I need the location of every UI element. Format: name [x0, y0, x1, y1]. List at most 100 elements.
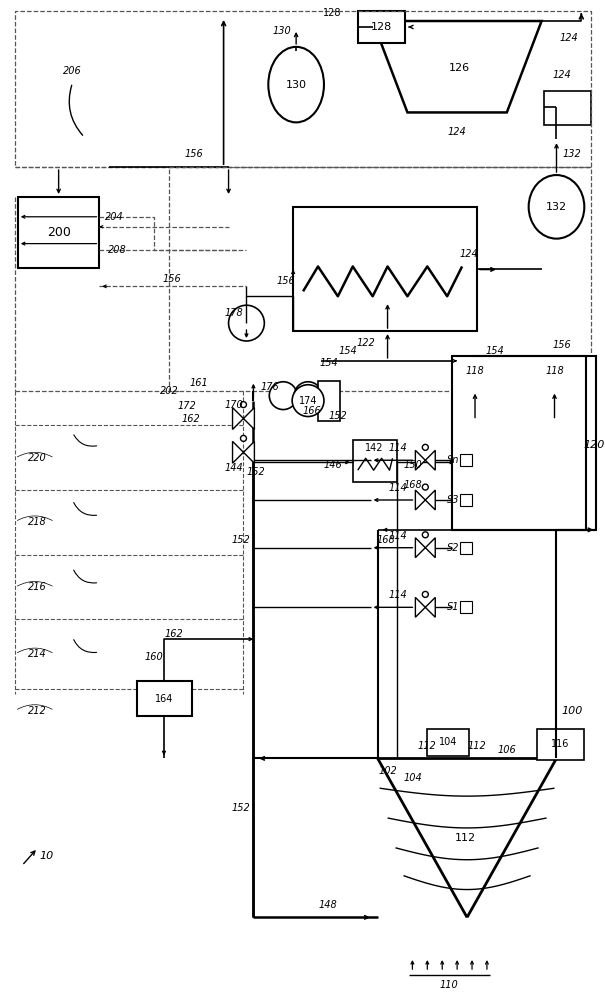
Text: 162: 162 — [182, 414, 200, 424]
Circle shape — [269, 382, 297, 410]
Text: 162: 162 — [165, 629, 183, 639]
Text: 174: 174 — [299, 396, 317, 406]
Bar — [460, 454, 472, 466]
Bar — [353, 440, 397, 482]
Polygon shape — [416, 538, 425, 558]
Text: 156: 156 — [552, 340, 571, 350]
Circle shape — [294, 382, 322, 410]
Bar — [452, 356, 597, 530]
Text: 168: 168 — [403, 480, 422, 490]
Polygon shape — [243, 408, 254, 429]
Bar — [137, 681, 192, 716]
Text: 152: 152 — [231, 535, 250, 545]
Text: 114: 114 — [388, 483, 407, 493]
Text: 132: 132 — [546, 202, 567, 212]
Circle shape — [240, 435, 246, 441]
Text: 218: 218 — [28, 517, 47, 527]
Text: 168: 168 — [376, 535, 395, 545]
Polygon shape — [416, 597, 425, 617]
Bar — [537, 729, 584, 760]
Text: 102: 102 — [378, 766, 397, 776]
Bar — [427, 729, 469, 756]
Text: S1: S1 — [447, 602, 459, 612]
Text: 104: 104 — [439, 737, 457, 747]
Text: 178: 178 — [224, 308, 243, 318]
Text: 220: 220 — [28, 453, 47, 463]
Text: 160: 160 — [145, 652, 163, 662]
Bar — [460, 494, 472, 506]
Polygon shape — [416, 490, 425, 510]
Bar — [460, 542, 472, 554]
Text: 216: 216 — [28, 582, 47, 592]
Text: 200: 200 — [47, 226, 71, 239]
Text: 152: 152 — [329, 411, 347, 421]
Text: 120: 120 — [584, 440, 605, 450]
Polygon shape — [243, 441, 254, 463]
Text: 128: 128 — [371, 22, 392, 32]
Text: 172: 172 — [177, 401, 196, 411]
Text: Sn: Sn — [447, 455, 459, 465]
Text: 112: 112 — [454, 833, 476, 843]
Text: 126: 126 — [448, 63, 469, 73]
Bar — [318, 381, 340, 421]
Text: S2: S2 — [447, 543, 459, 553]
Text: 156: 156 — [277, 276, 296, 286]
Circle shape — [229, 305, 264, 341]
Text: 212: 212 — [28, 706, 47, 716]
Bar — [18, 197, 99, 268]
Text: 124: 124 — [460, 249, 479, 259]
Text: 206: 206 — [63, 66, 82, 76]
Text: 10: 10 — [39, 851, 54, 861]
Bar — [543, 91, 591, 125]
Text: 118: 118 — [466, 366, 485, 376]
Text: 152: 152 — [231, 803, 250, 813]
Text: 100: 100 — [561, 706, 583, 716]
Text: 112: 112 — [418, 741, 437, 751]
Text: 130: 130 — [286, 80, 307, 90]
Text: 124: 124 — [448, 127, 466, 137]
Text: 204: 204 — [105, 212, 123, 222]
Text: 161: 161 — [189, 378, 208, 388]
Polygon shape — [425, 538, 435, 558]
Text: S3: S3 — [447, 495, 459, 505]
Circle shape — [422, 532, 428, 538]
Text: 106: 106 — [497, 745, 516, 755]
Text: 118: 118 — [545, 366, 564, 376]
Text: 142: 142 — [365, 443, 384, 453]
Text: 150: 150 — [403, 460, 422, 470]
Text: 128: 128 — [323, 8, 342, 18]
Text: 202: 202 — [160, 386, 178, 396]
Polygon shape — [425, 597, 435, 617]
Text: 170: 170 — [224, 400, 243, 410]
Circle shape — [422, 444, 428, 450]
Bar — [358, 11, 405, 43]
Polygon shape — [232, 441, 243, 463]
Text: 122: 122 — [356, 338, 375, 348]
Text: 114: 114 — [388, 531, 407, 541]
Text: 114: 114 — [388, 443, 407, 453]
Text: 114: 114 — [388, 590, 407, 600]
Text: 110: 110 — [440, 980, 459, 990]
Text: 208: 208 — [108, 245, 126, 255]
Bar — [460, 601, 472, 613]
Text: 112: 112 — [468, 741, 486, 751]
Text: 148: 148 — [319, 900, 338, 910]
Text: 124: 124 — [559, 33, 578, 43]
Polygon shape — [232, 408, 243, 429]
Text: 154: 154 — [319, 358, 338, 368]
Polygon shape — [425, 490, 435, 510]
Circle shape — [422, 484, 428, 490]
Text: 146: 146 — [324, 460, 342, 470]
Circle shape — [422, 591, 428, 597]
Text: 214: 214 — [28, 649, 47, 659]
Text: 130: 130 — [273, 26, 292, 36]
Text: 124: 124 — [552, 70, 571, 80]
Text: 104: 104 — [403, 773, 422, 783]
Polygon shape — [425, 450, 435, 470]
Text: 132: 132 — [562, 149, 581, 159]
Polygon shape — [373, 21, 541, 112]
Text: 116: 116 — [551, 739, 570, 749]
Polygon shape — [416, 450, 425, 470]
Text: 156: 156 — [163, 274, 182, 284]
Ellipse shape — [529, 175, 584, 239]
